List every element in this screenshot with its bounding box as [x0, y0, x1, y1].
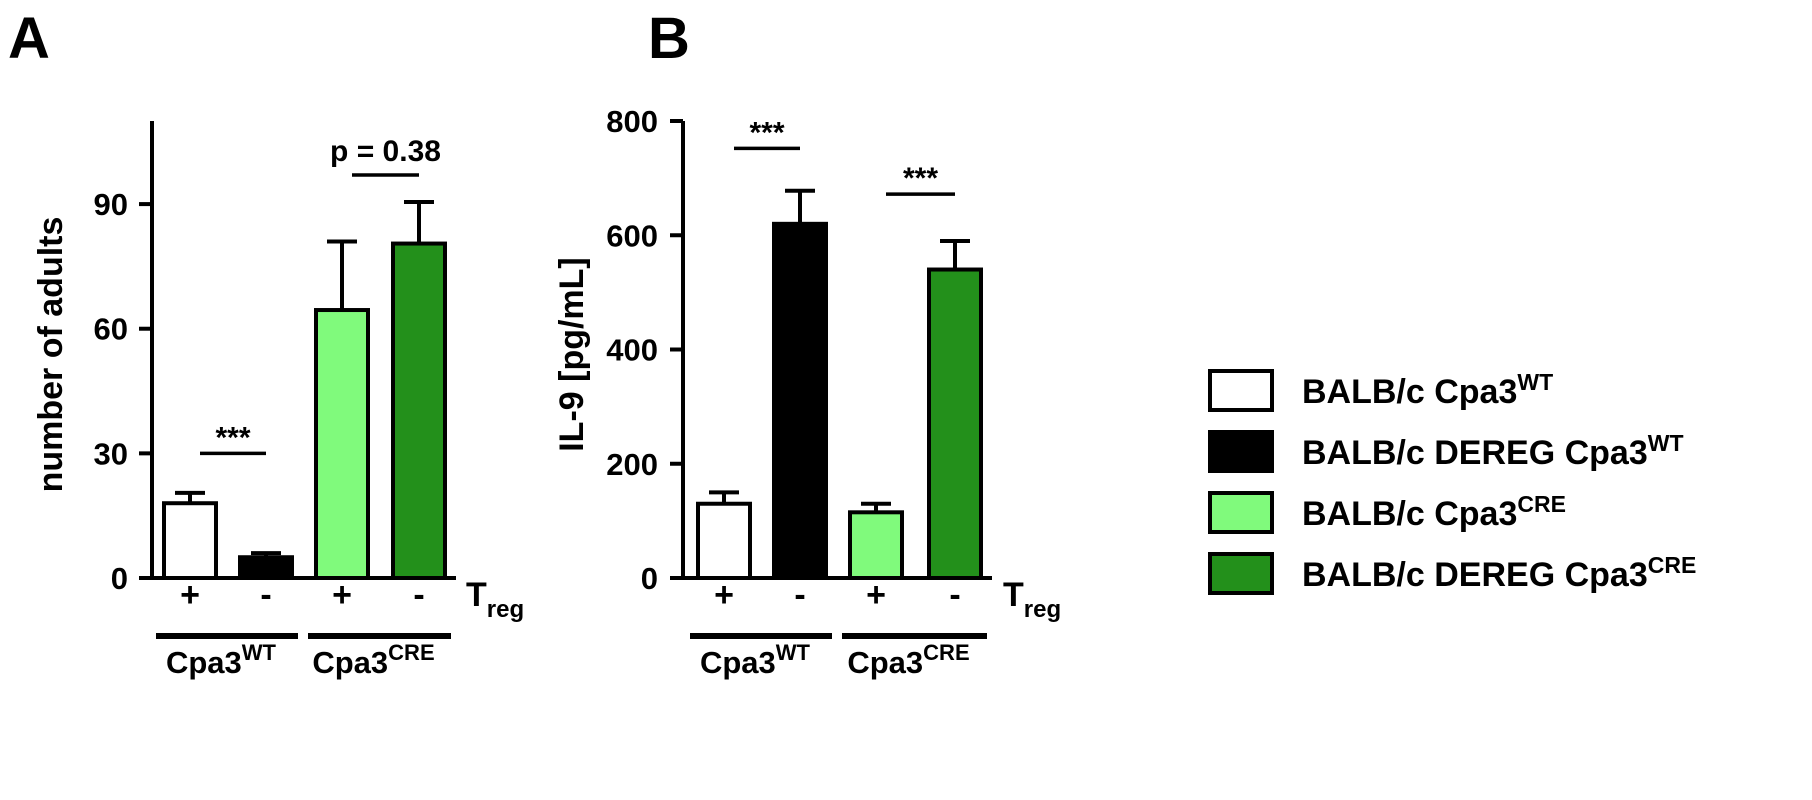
treg-sub: reg — [1024, 596, 1061, 623]
group-label-sup: WT — [776, 640, 811, 665]
bar — [772, 221, 828, 580]
treg-sign: + — [332, 576, 352, 614]
legend-label: BALB/c DEREG Cpa3WT — [1302, 430, 1684, 472]
legend-label: BALB/c Cpa3WT — [1302, 369, 1553, 411]
treg-sign: + — [866, 576, 886, 614]
y-tick-label: 0 — [111, 561, 128, 596]
group-label: Cpa3WT — [700, 640, 811, 680]
y-tick-label: 90 — [94, 187, 128, 222]
legend-label: BALB/c Cpa3CRE — [1302, 491, 1566, 533]
treg-axis-label: Treg — [1003, 576, 1061, 623]
legend-label-sup: CRE — [1648, 552, 1697, 578]
y-tick-label: 60 — [94, 312, 128, 347]
bar — [162, 501, 218, 580]
panel-letter-b: B — [648, 6, 690, 71]
legend-label-base: BALB/c Cpa3 — [1302, 373, 1517, 411]
y-tick-label: 600 — [606, 218, 658, 253]
legend-swatch — [1208, 552, 1274, 595]
treg-sign: - — [413, 576, 424, 614]
legend-swatch — [1208, 491, 1274, 534]
legend-label: BALB/c DEREG Cpa3CRE — [1302, 552, 1696, 594]
panel-letter-a: A — [8, 6, 50, 71]
y-tick-label: 200 — [606, 447, 658, 482]
y-axis-title: IL-9 [pg/mL] — [553, 257, 591, 452]
significance-label: *** — [903, 162, 938, 195]
bar — [696, 501, 752, 580]
group-label-base: Cpa3 — [700, 645, 776, 680]
legend-swatch — [1208, 430, 1274, 473]
significance-label: p = 0.38 — [330, 135, 441, 168]
legend-label-base: BALB/c Cpa3 — [1302, 495, 1517, 533]
group-label: Cpa3CRE — [312, 640, 434, 680]
treg-sign: - — [949, 576, 960, 614]
legend-label-sup: CRE — [1517, 491, 1566, 517]
significance-label: *** — [749, 116, 784, 149]
group-label: Cpa3CRE — [847, 640, 969, 680]
group-label-sup: CRE — [923, 640, 969, 665]
bar — [848, 510, 904, 581]
group-label: Cpa3WT — [166, 640, 277, 680]
y-tick-label: 0 — [641, 561, 658, 596]
legend-label-sup: WT — [1648, 430, 1684, 456]
y-tick-label: 400 — [606, 333, 658, 368]
treg-base: T — [466, 576, 487, 614]
y-tick-label: 30 — [94, 436, 128, 471]
y-tick-label: 800 — [606, 104, 658, 139]
group-label-sup: CRE — [388, 640, 434, 665]
group-label-base: Cpa3 — [847, 645, 923, 680]
significance-label: *** — [215, 421, 250, 454]
treg-sign: - — [794, 576, 805, 614]
legend-label-sup: WT — [1517, 369, 1553, 395]
treg-sign: + — [714, 576, 734, 614]
treg-axis-label: Treg — [466, 576, 524, 623]
group-label-base: Cpa3 — [166, 645, 242, 680]
y-axis-title: number of adults — [32, 217, 70, 493]
treg-sign: - — [260, 576, 271, 614]
group-label-base: Cpa3 — [312, 645, 388, 680]
treg-sign: + — [180, 576, 200, 614]
group-label-sup: WT — [242, 640, 277, 665]
treg-sub: reg — [487, 596, 524, 623]
bar — [927, 267, 983, 580]
legend-label-base: BALB/c DEREG Cpa3 — [1302, 556, 1648, 594]
treg-base: T — [1003, 576, 1024, 614]
bar — [391, 241, 447, 581]
legend-label-base: BALB/c DEREG Cpa3 — [1302, 434, 1648, 472]
legend-swatch — [1208, 369, 1274, 412]
bar — [314, 308, 370, 580]
bar — [238, 555, 294, 581]
